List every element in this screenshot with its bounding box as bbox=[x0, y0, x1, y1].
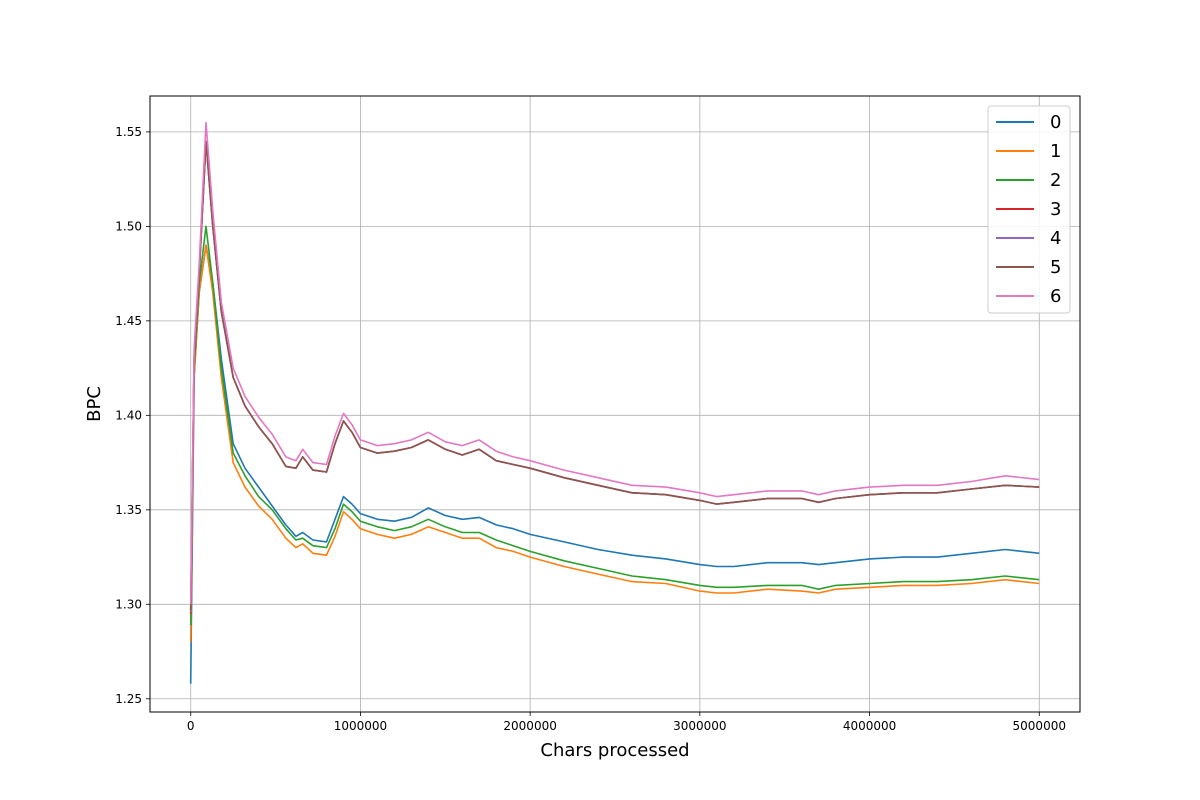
grid-lines bbox=[150, 96, 1080, 712]
y-tick-label: 1.55 bbox=[115, 125, 142, 139]
legend-label-1: 1 bbox=[1050, 141, 1061, 162]
series-line-2 bbox=[189, 225, 1040, 626]
y-tick-label: 1.50 bbox=[115, 219, 142, 233]
axis-ticks: 0 1000000 2000000 3000000 4000000 5000000 1.25… bbox=[115, 125, 1066, 733]
legend-label-0: 0 bbox=[1050, 112, 1061, 133]
series-line-6 bbox=[189, 121, 1040, 605]
series-line-5 bbox=[189, 140, 1040, 611]
legend: 0 1 2 3 4 5 6 bbox=[987, 105, 1071, 314]
y-tick-label: 1.30 bbox=[115, 597, 142, 611]
legend-label-5: 5 bbox=[1050, 257, 1061, 278]
series-lines bbox=[189, 121, 1040, 684]
legend-label-2: 2 bbox=[1050, 170, 1061, 191]
y-tick-label: 1.40 bbox=[115, 408, 142, 422]
legend-label-3: 3 bbox=[1050, 199, 1061, 220]
legend-label-4: 4 bbox=[1050, 228, 1061, 249]
legend-label-6: 6 bbox=[1050, 286, 1061, 307]
y-tick-label: 1.25 bbox=[115, 692, 142, 706]
y-tick-label: 1.45 bbox=[115, 314, 142, 328]
series-line-1 bbox=[189, 244, 1040, 643]
x-tick-label: 5000000 bbox=[1013, 719, 1066, 733]
x-tick-label: 4000000 bbox=[843, 719, 896, 733]
plot-frame bbox=[149, 95, 1081, 713]
y-tick-label: 1.35 bbox=[115, 503, 142, 517]
series-line-0 bbox=[189, 244, 1040, 684]
x-tick-label: 2000000 bbox=[503, 719, 556, 733]
x-tick-label: 3000000 bbox=[673, 719, 726, 733]
x-tick-label: 1000000 bbox=[334, 719, 387, 733]
y-axis-label: BPC bbox=[84, 386, 105, 422]
x-tick-label: 0 bbox=[187, 719, 195, 733]
x-axis-label: Chars processed bbox=[540, 740, 689, 761]
